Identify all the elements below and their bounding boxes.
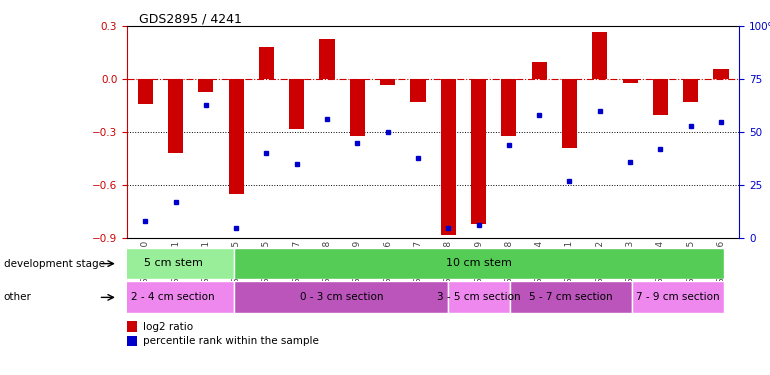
Bar xyxy=(259,48,274,79)
Bar xyxy=(714,69,728,79)
Bar xyxy=(234,248,724,279)
Bar xyxy=(510,281,632,313)
Bar xyxy=(653,79,668,114)
Text: 2 - 4 cm section: 2 - 4 cm section xyxy=(131,292,215,302)
Bar xyxy=(410,79,426,102)
Bar xyxy=(138,79,152,104)
Bar xyxy=(320,39,335,79)
Bar xyxy=(562,79,577,148)
Text: development stage: development stage xyxy=(4,259,105,268)
Bar xyxy=(229,79,244,194)
Bar xyxy=(448,281,510,313)
Bar xyxy=(471,79,486,224)
Bar xyxy=(531,62,547,79)
Bar xyxy=(683,79,698,102)
Text: 5 - 7 cm section: 5 - 7 cm section xyxy=(529,292,613,302)
Bar xyxy=(198,79,213,92)
Bar xyxy=(112,248,234,279)
Bar xyxy=(234,281,448,313)
Text: GDS2895 / 4241: GDS2895 / 4241 xyxy=(139,12,243,25)
Bar xyxy=(440,79,456,235)
Text: 5 cm stem: 5 cm stem xyxy=(143,258,203,268)
Bar xyxy=(592,32,608,79)
Bar xyxy=(501,79,517,136)
Text: other: other xyxy=(4,292,32,302)
Text: 7 - 9 cm section: 7 - 9 cm section xyxy=(636,292,720,302)
Bar xyxy=(622,79,638,83)
Text: percentile rank within the sample: percentile rank within the sample xyxy=(143,336,319,346)
Bar xyxy=(112,281,234,313)
Text: 0 - 3 cm section: 0 - 3 cm section xyxy=(300,292,383,302)
Bar xyxy=(350,79,365,136)
Text: log2 ratio: log2 ratio xyxy=(143,322,193,332)
Bar xyxy=(632,281,724,313)
Bar xyxy=(290,79,304,129)
Text: 3 - 5 cm section: 3 - 5 cm section xyxy=(437,292,521,302)
Bar xyxy=(380,79,395,84)
Bar xyxy=(168,79,183,153)
Text: 10 cm stem: 10 cm stem xyxy=(446,258,512,268)
